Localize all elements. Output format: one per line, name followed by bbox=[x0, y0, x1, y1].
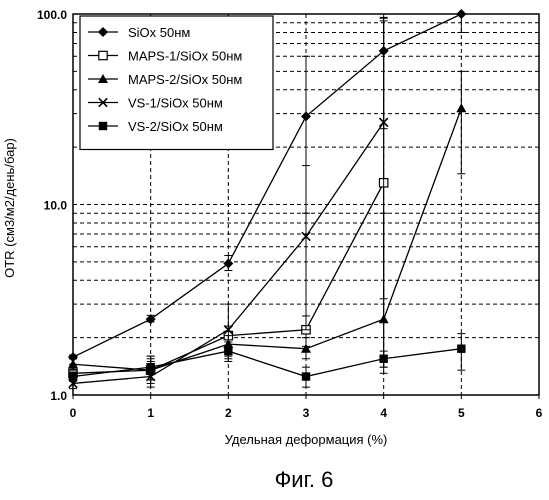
y-axis-title: OTR (см3/м2/день/бар) bbox=[2, 138, 17, 278]
data-point bbox=[457, 345, 465, 353]
data-point bbox=[224, 347, 232, 355]
x-tick-label: 4 bbox=[380, 406, 387, 420]
data-point bbox=[456, 103, 466, 112]
legend-label: SiOx 50нм bbox=[128, 25, 190, 40]
legend-label: VS-1/SiOx 50нм bbox=[128, 96, 223, 111]
data-point bbox=[146, 363, 154, 371]
series-line bbox=[73, 349, 461, 377]
legend-label: MAPS-1/SiOx 50нм bbox=[128, 49, 242, 64]
y-tick-label: 1.0 bbox=[50, 389, 67, 403]
data-point bbox=[456, 9, 466, 19]
x-tick-label: 5 bbox=[458, 406, 465, 420]
legend-marker bbox=[99, 51, 107, 59]
figure-caption: Фиг. 6 bbox=[275, 467, 334, 492]
data-point bbox=[302, 372, 310, 380]
data-point bbox=[379, 314, 389, 323]
y-tick-label: 10.0 bbox=[44, 199, 68, 213]
y-tick-label: 100.0 bbox=[37, 8, 67, 22]
x-tick-label: 2 bbox=[225, 406, 232, 420]
legend-label: VS-2/SiOx 50нм bbox=[128, 119, 223, 134]
x-tick-label: 3 bbox=[303, 406, 310, 420]
x-tick-label: 6 bbox=[536, 406, 543, 420]
data-point bbox=[379, 355, 387, 363]
x-axis-title: Удельная деформация (%) bbox=[225, 432, 388, 447]
legend-marker bbox=[99, 122, 107, 130]
data-point bbox=[69, 372, 77, 380]
x-tick-label: 1 bbox=[147, 406, 154, 420]
x-tick-label: 0 bbox=[70, 406, 77, 420]
legend: SiOx 50нм MAPS-1/SiOx 50нм MAPS-2/SiOx 50н… bbox=[80, 16, 273, 150]
legend-label: MAPS-2/SiOx 50нм bbox=[128, 72, 242, 87]
data-point bbox=[223, 259, 233, 269]
